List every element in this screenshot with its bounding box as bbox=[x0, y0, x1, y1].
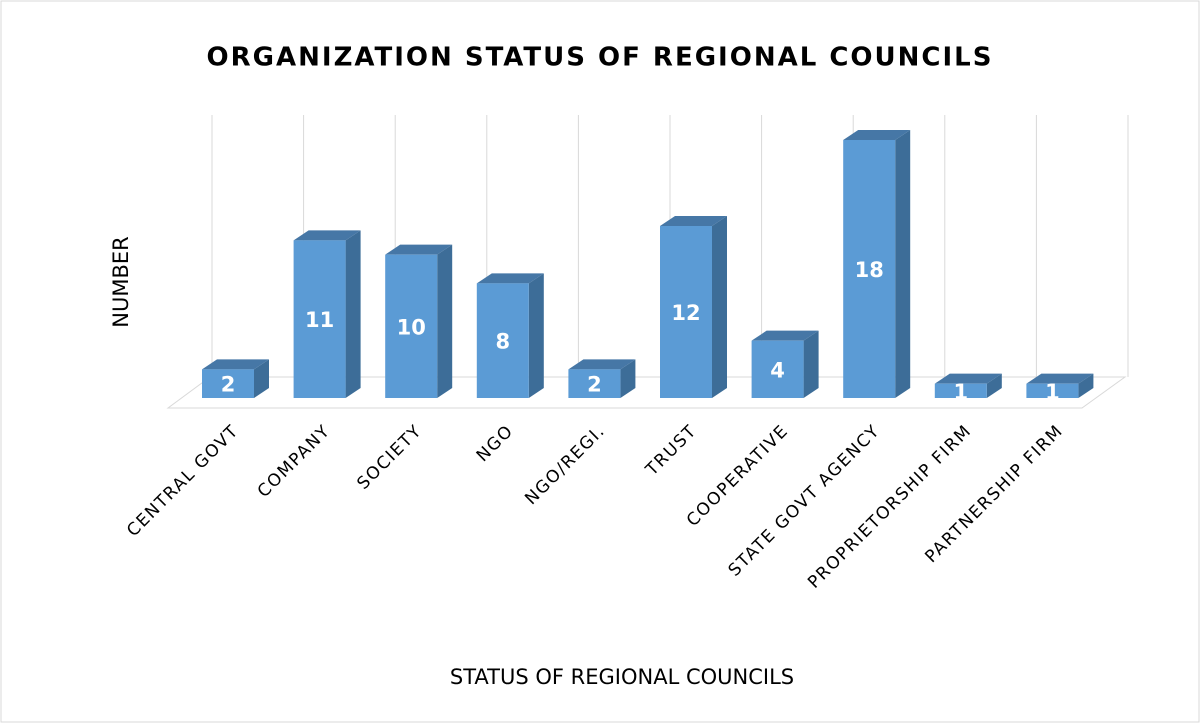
y-axis-label: NUMBER bbox=[109, 236, 133, 327]
floor bbox=[166, 376, 1127, 409]
bar bbox=[1026, 383, 1079, 398]
bar-top bbox=[843, 130, 911, 140]
bar-top bbox=[751, 330, 819, 341]
bar bbox=[293, 240, 346, 398]
bar-top bbox=[202, 359, 269, 370]
data-label: 18 bbox=[855, 258, 884, 282]
bar-top bbox=[660, 216, 727, 226]
bar-side bbox=[712, 216, 727, 398]
bar-side bbox=[528, 273, 544, 398]
bar bbox=[476, 283, 529, 398]
data-label: 2 bbox=[587, 373, 602, 397]
bar-top bbox=[476, 273, 544, 284]
bar bbox=[202, 369, 254, 398]
chart-title: ORGANIZATION STATUS OF REGIONAL COUNCILS bbox=[207, 43, 994, 73]
bar-top bbox=[1026, 373, 1094, 384]
bar-side bbox=[345, 230, 361, 398]
bar-side bbox=[620, 359, 636, 398]
data-label: 8 bbox=[495, 330, 510, 354]
data-label: 4 bbox=[770, 358, 785, 382]
bar-side bbox=[895, 130, 911, 398]
bar bbox=[660, 226, 712, 398]
x-axis-label: STATUS OF REGIONAL COUNCILS bbox=[450, 665, 794, 689]
data-label: 2 bbox=[221, 373, 236, 397]
bar bbox=[385, 254, 438, 398]
bar-top bbox=[293, 230, 361, 241]
data-label: 11 bbox=[305, 308, 334, 332]
bar-top bbox=[385, 244, 453, 255]
data-label: 10 bbox=[397, 315, 426, 339]
bar-side bbox=[254, 359, 269, 398]
bar bbox=[843, 140, 896, 398]
bar-side bbox=[803, 330, 819, 398]
bar bbox=[934, 383, 987, 398]
bar bbox=[568, 369, 621, 398]
data-label: 1 bbox=[953, 380, 968, 404]
bar-side bbox=[986, 373, 1002, 398]
bar-side bbox=[437, 244, 453, 398]
bar-top bbox=[568, 359, 636, 370]
bar-top bbox=[934, 373, 1002, 384]
bar-side bbox=[1078, 373, 1094, 398]
bar bbox=[751, 340, 804, 398]
data-label: 1 bbox=[1045, 380, 1060, 404]
data-label: 12 bbox=[671, 301, 700, 325]
